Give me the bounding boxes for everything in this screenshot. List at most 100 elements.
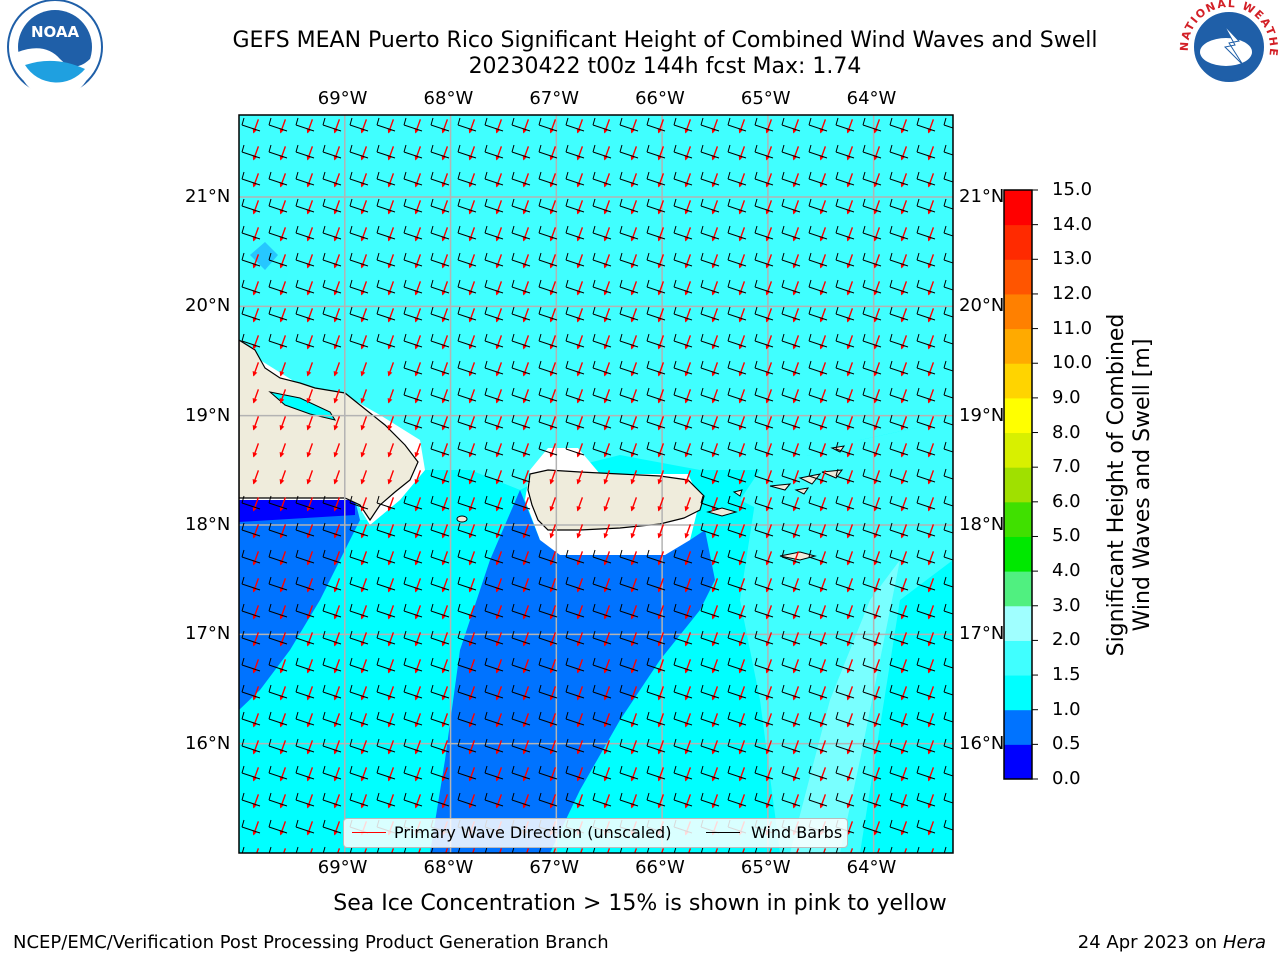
wind-barb bbox=[889, 549, 909, 564]
wave-direction-arrow bbox=[603, 470, 611, 485]
wind-barb bbox=[376, 171, 396, 186]
wind-barb bbox=[943, 603, 953, 615]
wind-barb bbox=[484, 333, 504, 348]
wind-barb bbox=[349, 549, 369, 564]
wind-barb bbox=[511, 630, 531, 645]
wind-barb bbox=[619, 765, 639, 780]
wind-barb bbox=[943, 522, 953, 534]
wind-barb bbox=[619, 441, 639, 456]
wind-barb bbox=[592, 198, 612, 213]
wind-barb bbox=[781, 414, 801, 429]
wind-barb bbox=[538, 792, 558, 807]
wind-barb bbox=[862, 252, 882, 267]
wave-direction-arrow bbox=[603, 848, 611, 853]
wind-barb bbox=[943, 252, 953, 264]
wind-barb bbox=[430, 522, 450, 537]
colorbar-tick-label: 6.0 bbox=[1052, 490, 1081, 512]
wave-direction-arrow bbox=[953, 794, 963, 810]
wind-barb bbox=[700, 333, 720, 348]
wind-barb bbox=[322, 279, 342, 294]
wave-direction-arrow bbox=[333, 362, 341, 377]
wind-barb bbox=[430, 279, 450, 294]
wind-barb bbox=[268, 198, 288, 213]
wave-direction-arrow bbox=[252, 848, 260, 853]
lon-tick-top: 66°W bbox=[635, 88, 685, 109]
wind-barb bbox=[484, 117, 504, 132]
lon-tick-top: 69°W bbox=[317, 88, 368, 109]
wind-barb bbox=[727, 549, 747, 564]
lat-tick-left: 20°N bbox=[185, 295, 231, 317]
wind-barb bbox=[511, 144, 531, 159]
wind-barb bbox=[646, 765, 666, 780]
wind-barb bbox=[835, 576, 855, 591]
legend-swatch-wind-barbs bbox=[706, 832, 740, 833]
wind-barb bbox=[808, 360, 828, 375]
wind-barb bbox=[727, 603, 747, 618]
wind-barb bbox=[862, 225, 882, 240]
wind-barb bbox=[835, 549, 855, 564]
wind-barb bbox=[700, 171, 720, 186]
wind-barb bbox=[835, 765, 855, 780]
wind-barb bbox=[862, 630, 882, 645]
wind-barb bbox=[430, 117, 450, 132]
wind-barb bbox=[889, 387, 909, 402]
wind-barb bbox=[781, 792, 801, 807]
wind-barb bbox=[835, 225, 855, 240]
wind-barb bbox=[862, 684, 882, 699]
wave-direction-arrow bbox=[252, 416, 260, 431]
colorbar-tick-label: 8.0 bbox=[1052, 421, 1081, 443]
wind-barb bbox=[889, 333, 909, 348]
wind-barb bbox=[754, 414, 774, 429]
wind-barb bbox=[484, 468, 504, 483]
wind-barb bbox=[241, 549, 261, 564]
wind-barb bbox=[700, 576, 720, 591]
wave-direction-arrow bbox=[306, 362, 314, 377]
wind-barb bbox=[754, 144, 774, 159]
wind-barb bbox=[565, 684, 585, 699]
wind-barb bbox=[943, 441, 953, 453]
wind-barb bbox=[376, 711, 396, 726]
wind-barb bbox=[322, 306, 342, 321]
lat-tick-left: 18°N bbox=[185, 514, 231, 535]
wind-barb bbox=[268, 306, 288, 321]
wind-barb bbox=[646, 711, 666, 726]
wind-barb bbox=[754, 495, 774, 510]
map-title: GEFS MEAN Puerto Rico Significant Height… bbox=[232, 28, 1098, 53]
wind-barb bbox=[673, 792, 693, 807]
wind-barb bbox=[700, 684, 720, 699]
wind-barb bbox=[322, 711, 342, 726]
wind-barb bbox=[592, 738, 612, 753]
lat-tick-right: 17°N bbox=[959, 623, 1005, 645]
wave-direction-arrow bbox=[953, 821, 963, 837]
wind-barb bbox=[943, 549, 953, 561]
wind-barb bbox=[565, 279, 585, 294]
wind-barb bbox=[862, 198, 882, 213]
wind-barb bbox=[889, 576, 909, 591]
lon-tick-bottom: 67°W bbox=[529, 857, 580, 878]
wind-barb bbox=[862, 279, 882, 294]
wave-direction-arrow bbox=[414, 848, 422, 853]
wind-barb bbox=[700, 657, 720, 672]
wind-barb bbox=[889, 171, 909, 186]
wind-barb bbox=[889, 603, 909, 618]
wind-barb bbox=[619, 279, 639, 294]
wind-barb bbox=[781, 603, 801, 618]
wind-barb bbox=[727, 252, 747, 267]
wind-barb bbox=[619, 684, 639, 699]
wind-barb bbox=[835, 684, 855, 699]
wind-barb bbox=[457, 441, 477, 456]
wind-barb bbox=[241, 522, 261, 537]
wind-barb bbox=[754, 117, 774, 132]
wind-barb bbox=[241, 684, 261, 699]
legend-swatch-wave-direction bbox=[352, 832, 386, 833]
wind-barb bbox=[835, 603, 855, 618]
colorbar-segment bbox=[1004, 640, 1032, 676]
wind-barb bbox=[889, 117, 909, 132]
wind-barb bbox=[511, 360, 531, 375]
wind-barb bbox=[916, 819, 936, 834]
wind-barb bbox=[700, 279, 720, 294]
wave-direction-arrow bbox=[657, 497, 665, 512]
wave-direction-arrow bbox=[387, 443, 395, 458]
wind-barb bbox=[646, 252, 666, 267]
wind-barb bbox=[673, 333, 693, 348]
